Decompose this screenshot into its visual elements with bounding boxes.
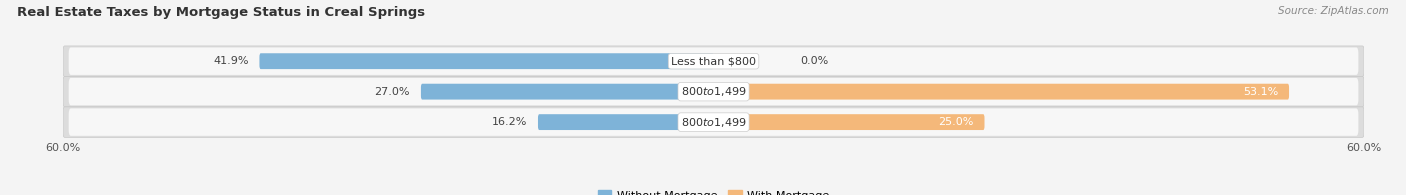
Text: 41.9%: 41.9% [214, 56, 249, 66]
FancyBboxPatch shape [63, 107, 1364, 137]
Text: 0.0%: 0.0% [800, 56, 828, 66]
FancyBboxPatch shape [69, 47, 1358, 75]
FancyBboxPatch shape [260, 53, 713, 69]
Text: Less than $800: Less than $800 [671, 56, 756, 66]
Text: $800 to $1,499: $800 to $1,499 [681, 85, 747, 98]
FancyBboxPatch shape [69, 108, 1358, 136]
Text: $800 to $1,499: $800 to $1,499 [681, 116, 747, 129]
Text: 27.0%: 27.0% [374, 87, 411, 97]
FancyBboxPatch shape [713, 114, 984, 130]
Text: Source: ZipAtlas.com: Source: ZipAtlas.com [1278, 6, 1389, 16]
Text: 16.2%: 16.2% [492, 117, 527, 127]
FancyBboxPatch shape [69, 78, 1358, 105]
Text: 53.1%: 53.1% [1243, 87, 1278, 97]
Text: 25.0%: 25.0% [938, 117, 973, 127]
Text: Real Estate Taxes by Mortgage Status in Creal Springs: Real Estate Taxes by Mortgage Status in … [17, 6, 425, 19]
FancyBboxPatch shape [538, 114, 713, 130]
Legend: Without Mortgage, With Mortgage: Without Mortgage, With Mortgage [593, 186, 834, 195]
FancyBboxPatch shape [713, 84, 1289, 100]
FancyBboxPatch shape [63, 76, 1364, 107]
FancyBboxPatch shape [420, 84, 713, 100]
FancyBboxPatch shape [63, 46, 1364, 76]
